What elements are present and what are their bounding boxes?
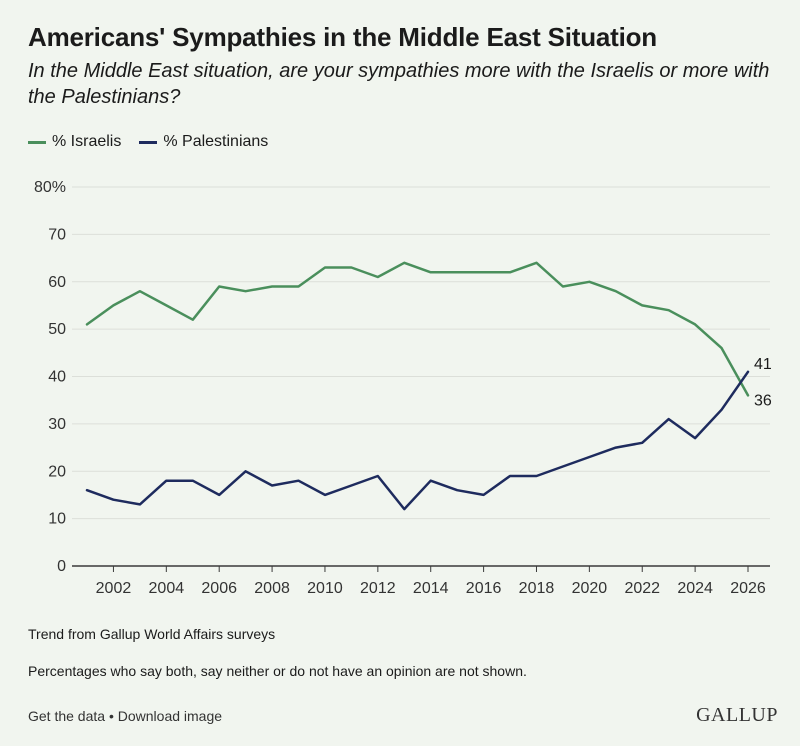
x-tick-label: 2018: [519, 580, 555, 597]
x-tick-label: 2004: [149, 580, 185, 597]
x-tick-label: 2006: [201, 580, 237, 597]
gallup-logo: GALLUP: [696, 704, 778, 726]
y-tick-label: 70: [48, 226, 66, 243]
footer-separator: •: [108, 708, 114, 724]
series-line-palestinians: [85, 370, 750, 511]
y-tick-label: 40: [48, 369, 66, 386]
y-tick-label: 0: [57, 558, 66, 575]
x-tick-label: 2002: [96, 580, 132, 597]
y-tick-label: 20: [48, 463, 66, 480]
download-image-link[interactable]: Download image: [117, 708, 223, 724]
legend-swatch-israelis: [28, 140, 46, 144]
x-tick-label: 2016: [466, 580, 502, 597]
legend-item-israelis: % Israelis: [28, 133, 121, 151]
legend-label-israelis: % Israelis: [52, 133, 122, 150]
legend-item-palestinians: % Palestinians: [139, 133, 268, 151]
source-note: Trend from Gallup World Affairs surveys: [28, 626, 276, 642]
x-tick-label: 2024: [677, 580, 713, 597]
y-tick-label: 10: [48, 511, 66, 528]
y-tick-label: 50: [48, 321, 66, 338]
chart-subtitle: In the Middle East situation, are your s…: [28, 60, 770, 108]
x-tick-label: 2012: [360, 580, 396, 597]
series-line-israelis: [85, 261, 750, 397]
end-label-israelis: 36: [754, 392, 772, 409]
page-title: Americans' Sympathies in the Middle East…: [28, 22, 657, 52]
x-tick-label: 2010: [307, 580, 343, 597]
x-tick-label: 2008: [254, 580, 290, 597]
legend-label-palestinians: % Palestinians: [163, 133, 269, 150]
y-tick-label: 80%: [34, 179, 66, 196]
disclaimer-note: Percentages who say both, say neither or…: [28, 663, 527, 679]
axis-layer: 0 10 20 30 40 50 60 70 80% 2002 2004 2006 2008 2010 20…: [34, 179, 766, 597]
line-chart: 0 10 20 30 40 50 60 70 80% 2002 2004 2006 2008 2010 20…: [34, 179, 772, 597]
y-tick-label: 30: [48, 416, 66, 433]
grid-layer: [72, 186, 770, 567]
footer: Get the data • Download image: [28, 708, 222, 724]
end-label-palestinians: 41: [754, 356, 772, 373]
x-tick-label: 2026: [730, 580, 766, 597]
get-data-link[interactable]: Get the data: [28, 708, 106, 724]
series-layer: [85, 261, 750, 511]
y-tick-label: 60: [48, 274, 66, 291]
x-tick-label: 2020: [572, 580, 608, 597]
legend: % Israelis % Palestinians: [28, 133, 286, 151]
x-tick-label: 2022: [624, 580, 660, 597]
x-tick-label: 2014: [413, 580, 449, 597]
legend-swatch-palestinians: [139, 140, 158, 144]
label-layer: 36 41: [754, 356, 772, 410]
